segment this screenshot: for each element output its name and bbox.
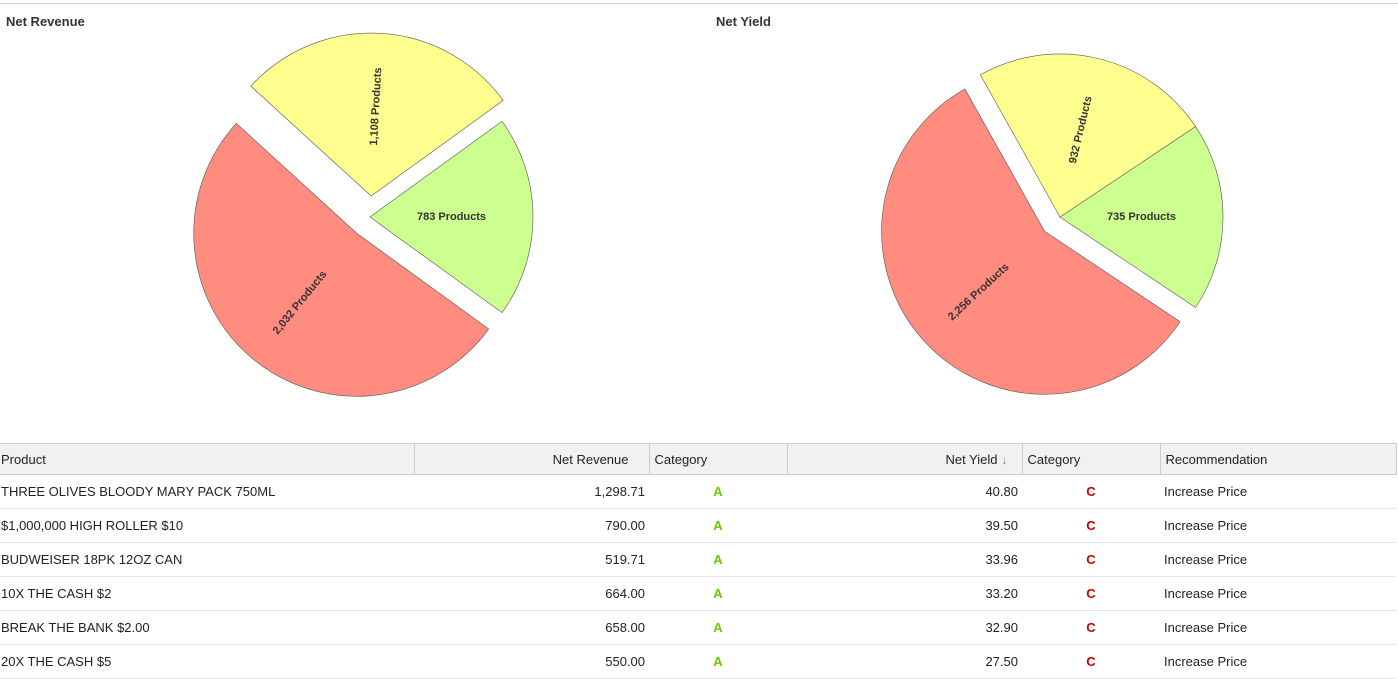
column-header-label: Net Yield bbox=[945, 451, 998, 467]
column-header-category-yield[interactable]: Category bbox=[1022, 443, 1161, 475]
net-yield-cell: 33.20 bbox=[787, 576, 1022, 611]
net-revenue-cell: 664.00 bbox=[414, 576, 649, 611]
pie-slice-label: 1,108 Products bbox=[368, 67, 384, 146]
recommendation-cell: Increase Price bbox=[1160, 474, 1396, 509]
recommendation-cell: Increase Price bbox=[1160, 610, 1396, 645]
table-row[interactable]: $1,000,000 HIGH ROLLER $10 790.00 A 39.5… bbox=[0, 508, 1396, 543]
net-yield-chart-panel: 735 Products 2,256 Products 932 Products N… bbox=[710, 4, 1398, 440]
net-revenue-cell: 658.00 bbox=[414, 610, 649, 645]
product-cell: THREE OLIVES BLOODY MARY PACK 750ML bbox=[0, 474, 414, 509]
net-revenue-cell: 1,298.71 bbox=[414, 474, 649, 509]
product-cell: $1,000,000 HIGH ROLLER $10 bbox=[0, 508, 414, 543]
product-cell: BREAK THE BANK $2.00 bbox=[0, 610, 414, 645]
product-grid: Product Net Revenue Category Net Yield ↓ … bbox=[0, 443, 1397, 679]
pie-slice[interactable] bbox=[1059, 126, 1224, 308]
product-cell: 10X THE CASH $2 bbox=[0, 576, 414, 611]
table-row[interactable]: BREAK THE BANK $2.00 658.00 A 32.90 C In… bbox=[0, 610, 1396, 645]
net-yield-cell: 32.90 bbox=[787, 610, 1022, 645]
chart-title: Net Yield bbox=[716, 14, 771, 29]
column-header-product[interactable]: Product bbox=[0, 443, 415, 475]
recommendation-cell: Increase Price bbox=[1160, 542, 1396, 577]
chart-title: Net Revenue bbox=[6, 14, 85, 29]
table-row[interactable]: 10X THE CASH $2 664.00 A 33.20 C Increas… bbox=[0, 576, 1396, 611]
yield-category-cell: C bbox=[1022, 508, 1160, 543]
column-header-category-revenue[interactable]: Category bbox=[649, 443, 788, 475]
table-row[interactable]: THREE OLIVES BLOODY MARY PACK 750ML 1,29… bbox=[0, 474, 1396, 509]
revenue-category-cell: A bbox=[649, 508, 787, 543]
revenue-category-cell: A bbox=[649, 542, 787, 577]
recommendation-cell: Increase Price bbox=[1160, 576, 1396, 611]
revenue-category-cell: A bbox=[649, 576, 787, 611]
column-header-label: Product bbox=[1, 451, 46, 467]
pie-slice[interactable] bbox=[369, 120, 534, 314]
column-header-net-yield[interactable]: Net Yield ↓ bbox=[787, 443, 1023, 475]
grid-header-row: Product Net Revenue Category Net Yield ↓ … bbox=[0, 443, 1397, 475]
revenue-category-cell: A bbox=[649, 610, 787, 645]
net-revenue-chart-panel: 783 Products 2,032 Products 1,108 Products… bbox=[0, 4, 705, 440]
revenue-category-cell: A bbox=[649, 644, 787, 679]
yield-category-cell: C bbox=[1022, 542, 1160, 577]
column-header-label: Net Revenue bbox=[552, 451, 629, 467]
column-header-net-revenue[interactable]: Net Revenue bbox=[414, 443, 650, 475]
table-row[interactable]: 20X THE CASH $5 550.00 A 27.50 C Increas… bbox=[0, 644, 1396, 679]
yield-category-cell: C bbox=[1022, 576, 1160, 611]
top-divider bbox=[0, 3, 1398, 4]
recommendation-cell: Increase Price bbox=[1160, 508, 1396, 543]
net-yield-cell: 39.50 bbox=[787, 508, 1022, 543]
pie-slice[interactable] bbox=[250, 32, 504, 197]
pie-slice[interactable] bbox=[979, 53, 1196, 218]
pie-slice[interactable] bbox=[881, 88, 1181, 395]
column-header-label: Category bbox=[1027, 451, 1081, 467]
pie-slice-label: 783 Products bbox=[417, 211, 486, 223]
net-revenue-cell: 790.00 bbox=[414, 508, 649, 543]
product-cell: 20X THE CASH $5 bbox=[0, 644, 414, 679]
table-row[interactable]: BUDWEISER 18PK 12OZ CAN 519.71 A 33.96 C… bbox=[0, 542, 1396, 577]
net-yield-cell: 40.80 bbox=[787, 474, 1022, 509]
column-header-recommendation[interactable]: Recommendation bbox=[1160, 443, 1397, 475]
product-cell: BUDWEISER 18PK 12OZ CAN bbox=[0, 542, 414, 577]
yield-category-cell: C bbox=[1022, 644, 1160, 679]
pie-slice-label: 735 Products bbox=[1107, 211, 1176, 223]
net-revenue-cell: 519.71 bbox=[414, 542, 649, 577]
net-yield-cell: 33.96 bbox=[787, 542, 1022, 577]
revenue-category-cell: A bbox=[649, 474, 787, 509]
net-yield-cell: 27.50 bbox=[787, 644, 1022, 679]
recommendation-cell: Increase Price bbox=[1160, 644, 1396, 679]
column-header-label: Category bbox=[654, 451, 708, 467]
pie-slice[interactable] bbox=[193, 122, 490, 397]
yield-category-cell: C bbox=[1022, 610, 1160, 645]
column-header-label: Recommendation bbox=[1165, 451, 1268, 467]
yield-category-cell: C bbox=[1022, 474, 1160, 509]
sort-descending-icon[interactable]: ↓ bbox=[1001, 452, 1008, 467]
net-revenue-cell: 550.00 bbox=[414, 644, 649, 679]
